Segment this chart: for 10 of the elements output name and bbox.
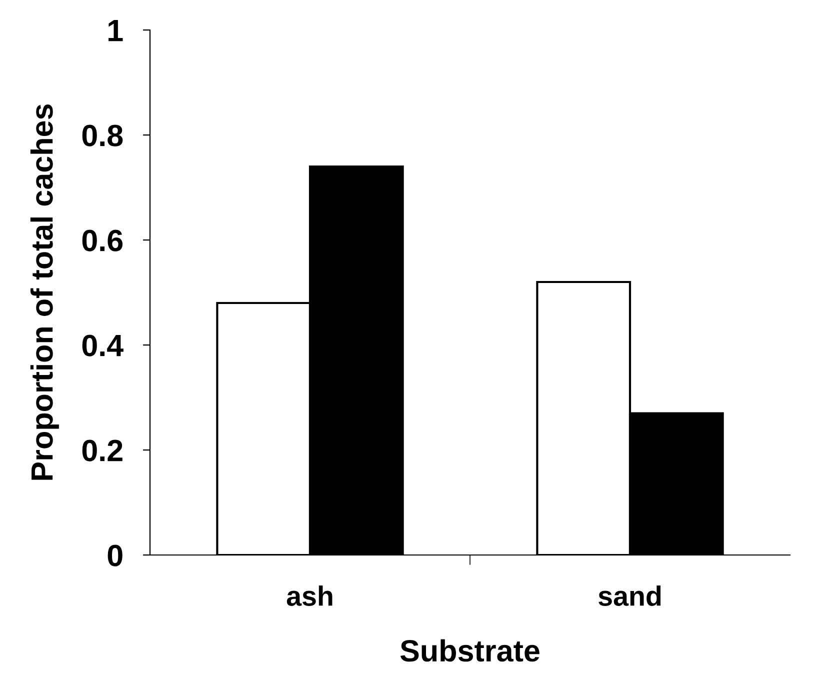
y-tick-label: 1 [108, 20, 123, 42]
y-tick-label: 0.2 [82, 440, 122, 462]
x-tick-label: ash [286, 586, 332, 606]
y-tick-label: 0.4 [82, 334, 124, 356]
y-tick-label: 0.6 [82, 230, 123, 252]
y-tick-label: 0.8 [82, 124, 123, 146]
x-axis-title: Substrate [400, 639, 540, 662]
x-tick-label: sand [598, 586, 661, 606]
y-tick-label: 0 [108, 544, 122, 566]
y-axis-title: Proportion of total caches [30, 104, 59, 480]
